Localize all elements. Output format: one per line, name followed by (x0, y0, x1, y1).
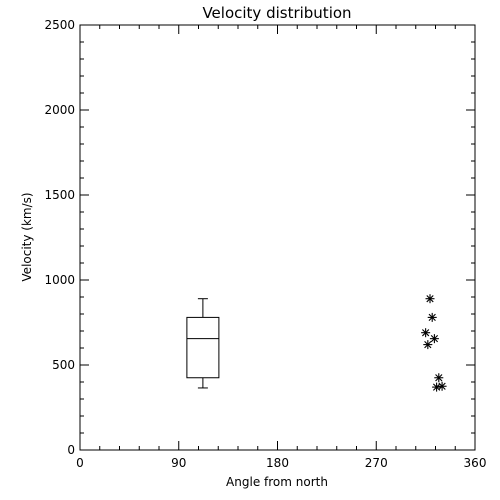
chart-title: Velocity distribution (202, 4, 351, 22)
data-point (437, 381, 447, 391)
y-tick-label: 0 (67, 443, 75, 457)
x-tick-label: 90 (171, 456, 186, 470)
marker-stroke (426, 295, 434, 303)
data-point (427, 312, 437, 322)
y-tick-label: 1000 (44, 273, 75, 287)
data-point (421, 328, 431, 338)
box-plot (186, 298, 220, 389)
marker-stroke (428, 313, 436, 322)
y-tick-label: 2500 (44, 18, 75, 32)
data-point (434, 373, 444, 383)
x-tick-label: 0 (76, 456, 84, 470)
data-point (423, 340, 433, 350)
y-tick-label: 2000 (44, 103, 75, 117)
interquartile-box (186, 316, 220, 379)
x-tick-label: 270 (365, 456, 388, 470)
data-point (429, 334, 439, 344)
scatter-points (421, 294, 447, 392)
y-tick-label: 500 (52, 358, 75, 372)
plot-frame (79, 24, 476, 451)
y-tick-label: 1500 (44, 188, 75, 202)
x-tick-label: 360 (464, 456, 487, 470)
data-point (425, 294, 435, 304)
marker-stroke (438, 382, 446, 390)
x-tick-label: 180 (266, 456, 289, 470)
marker-stroke (424, 340, 432, 349)
axis-ticks: 0 90 180 270 360 0 500 1000 1500 2000 2500 (44, 18, 486, 470)
x-axis-label: Angle from north (226, 475, 328, 489)
y-axis-label: Velocity (km/s) (20, 192, 34, 281)
marker-stroke (421, 329, 430, 337)
marker-stroke (430, 335, 439, 343)
marker-stroke (435, 374, 443, 382)
marker-stroke (432, 383, 441, 391)
